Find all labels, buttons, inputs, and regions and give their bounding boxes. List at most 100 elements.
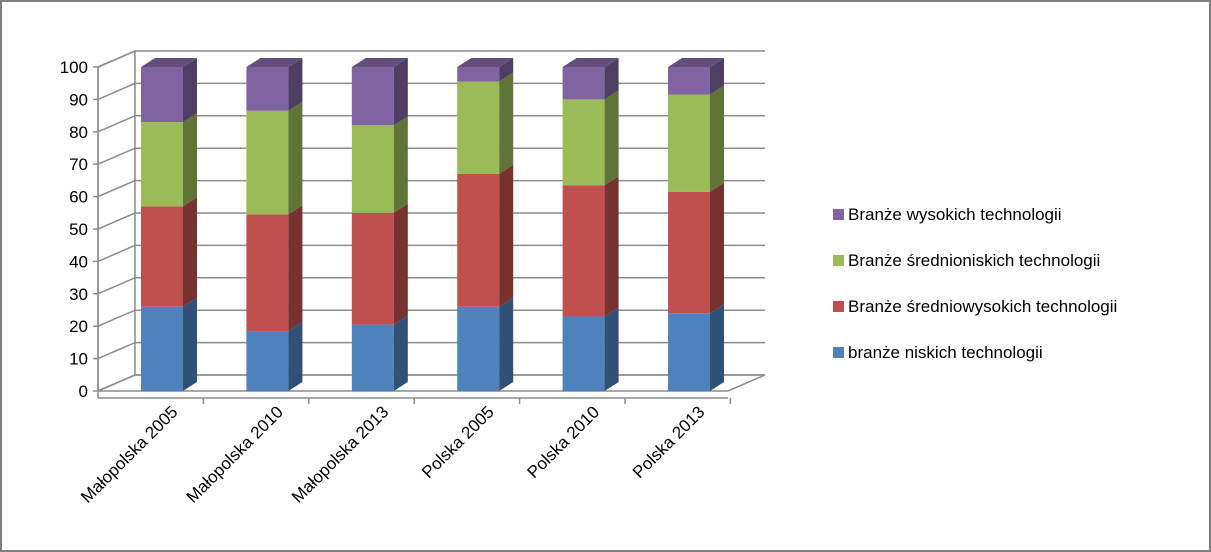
bar-segment-front <box>457 67 500 82</box>
bar-segment-side <box>183 297 197 391</box>
bar-segment-side <box>499 58 514 82</box>
legend: Branże wysokich technologii Branże średni… <box>833 205 1117 362</box>
bar-segment-side <box>499 164 514 307</box>
bar-segment-front <box>141 306 183 391</box>
bar-segment-side <box>499 297 514 391</box>
legend-item: Branże średnioniskich technologii <box>833 251 1100 270</box>
bar-segment <box>457 72 514 174</box>
bar-segment-front <box>351 125 394 213</box>
y-tick-label: 20 <box>69 317 88 336</box>
bar-segment-side <box>288 322 303 391</box>
legend-swatch <box>833 347 844 358</box>
bar-segment-side <box>183 113 197 207</box>
bar-segment-front <box>141 206 183 307</box>
legend-label: Branże średnioniskich technologii <box>848 251 1100 270</box>
gridlines <box>93 50 765 392</box>
bar-segment <box>351 203 408 325</box>
bar-segment-front <box>246 110 289 215</box>
axes <box>97 67 732 404</box>
bar-segment-front <box>668 67 710 95</box>
bar-segment-side <box>604 176 619 317</box>
bar-segment <box>562 307 619 391</box>
bar-segment-side <box>604 307 619 391</box>
bar-segment <box>668 85 724 192</box>
bar-segment-front <box>351 212 394 325</box>
legend-label: Branże wysokich technologii <box>848 205 1062 224</box>
legend-label: branże niskich technologii <box>848 343 1043 362</box>
bars <box>141 58 724 391</box>
bar-segment-front <box>562 316 605 391</box>
bar-segment-side <box>710 85 724 192</box>
bar-segment <box>141 197 197 307</box>
bar-segment-side <box>288 101 303 215</box>
bar-segment <box>246 101 303 215</box>
floor <box>97 374 766 392</box>
bar-segment <box>141 113 197 207</box>
gridline <box>97 277 765 295</box>
bar-segment <box>457 58 514 82</box>
bar-segment <box>562 58 619 100</box>
bar-segment-front <box>246 214 289 332</box>
bar-segment <box>246 58 303 111</box>
bar-segment-front <box>141 122 183 207</box>
bar-segment-front <box>562 185 605 317</box>
y-tick-label: 80 <box>69 123 88 142</box>
bar-segment-top <box>141 58 197 67</box>
bar-segment-front <box>246 67 289 111</box>
bar-segment <box>351 116 408 213</box>
bar-segment <box>562 176 619 317</box>
bar-segment-side <box>393 58 408 126</box>
gridline <box>97 50 765 68</box>
gridline <box>97 309 765 327</box>
bar-segment <box>246 322 303 391</box>
y-tick-label: 60 <box>69 188 88 207</box>
bar-segment-side <box>393 116 408 213</box>
bar-segment-top <box>457 58 514 67</box>
bar-segment-side <box>710 58 724 95</box>
bar-segment <box>668 182 724 314</box>
bar-segment-front <box>351 67 394 126</box>
bar-segment <box>668 304 724 391</box>
bar-segment-top <box>562 58 619 67</box>
bar-segment-side <box>604 90 619 186</box>
bar-segment-side <box>183 58 197 123</box>
y-tick-label: 70 <box>69 155 88 174</box>
gridline <box>97 147 765 165</box>
bar-segment <box>351 315 408 391</box>
gridline <box>97 115 765 133</box>
bar-segment <box>668 58 724 95</box>
y-tick-label: 90 <box>69 90 88 109</box>
y-tick-label: 40 <box>69 252 88 271</box>
bar-segment-side <box>393 315 408 391</box>
bar-segment-side <box>710 304 724 391</box>
bar-segment-front <box>562 67 605 100</box>
bar-segment-side <box>288 58 303 111</box>
bar-segment <box>457 297 514 391</box>
gridline <box>97 179 765 198</box>
bar-segment-front <box>246 331 289 391</box>
y-tick-labels: 0 10 20 30 40 50 60 70 80 90 100 <box>60 58 88 401</box>
bar-segment <box>457 164 514 307</box>
y-tick-label: 0 <box>79 382 88 401</box>
legend-swatch <box>833 209 844 220</box>
bar-segment-top <box>246 58 303 67</box>
bar-segment <box>246 205 303 332</box>
bar-segment-side <box>183 197 197 307</box>
legend-swatch <box>833 255 844 266</box>
legend-item: Branże wysokich technologii <box>833 205 1062 224</box>
bar-segment-front <box>457 173 500 307</box>
legend-item: Branże średniowysokich technologii <box>833 297 1117 316</box>
gridline <box>97 341 765 360</box>
bar-segment-front <box>668 313 710 391</box>
gridline <box>97 244 765 263</box>
y-tick-label: 10 <box>69 350 88 369</box>
bar-segment-top <box>668 58 724 67</box>
bar-segment-front <box>141 67 183 123</box>
y-tick-label: 50 <box>69 220 88 239</box>
bar-segment-front <box>562 99 605 186</box>
legend-swatch <box>833 301 844 312</box>
bar-segment-side <box>393 203 408 325</box>
bar-segment-side <box>499 72 514 174</box>
